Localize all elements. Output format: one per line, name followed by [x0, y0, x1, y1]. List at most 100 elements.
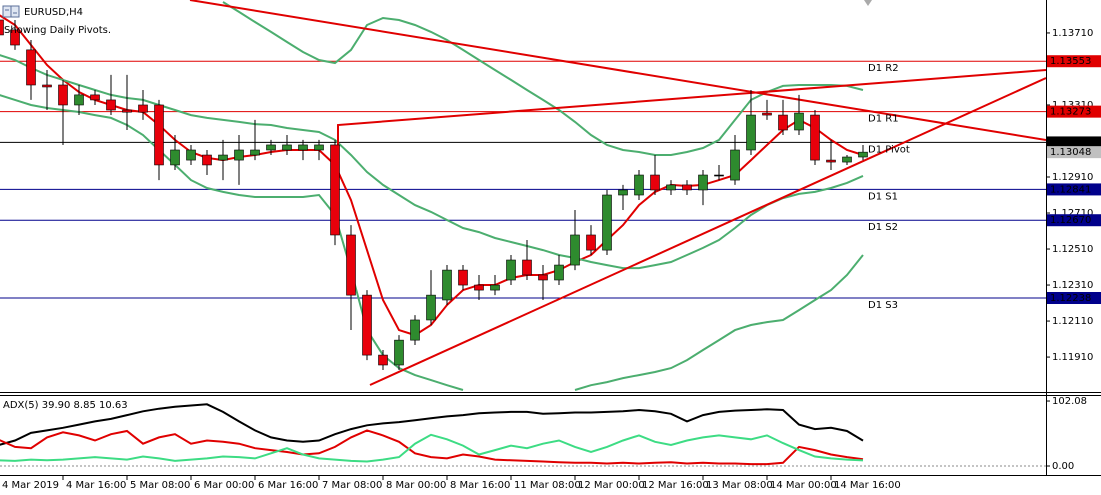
candles — [0, 19, 868, 371]
last-price-box — [1047, 146, 1101, 159]
candle-body — [186, 149, 196, 161]
last-price-label: 1.13048 — [1050, 147, 1091, 158]
candle-body — [0, 19, 4, 36]
price-box-label: 1.13273 — [1050, 107, 1091, 118]
candle-body — [202, 154, 212, 166]
price-box — [1047, 292, 1101, 305]
candle-body — [778, 114, 788, 131]
x-tick-label: 5 Mar 08:00 — [130, 480, 190, 491]
candle-body — [250, 149, 260, 156]
pivot-label: D1 S2 — [868, 222, 898, 233]
candle-body — [122, 109, 132, 113]
adx-lines — [0, 403, 1046, 467]
price-box-label: 1.13102 — [1050, 137, 1091, 148]
shift-marker — [864, 0, 872, 6]
candle-body — [858, 151, 868, 158]
chart-title: EURUSD,H4 — [24, 7, 83, 18]
trend-line — [337, 69, 1046, 145]
candle-body — [746, 114, 756, 151]
y-tick-label: 1.12310 — [1052, 280, 1093, 291]
y-tick-label: 1.12110 — [1052, 316, 1093, 327]
candle-body — [666, 184, 676, 191]
x-tick-label: 12 Mar 16:00 — [642, 480, 709, 491]
candle-body — [394, 339, 404, 366]
candle-body — [234, 149, 244, 161]
candle-body — [426, 294, 436, 321]
candle-body — [538, 274, 548, 281]
candle-body — [474, 284, 484, 291]
candle-body — [10, 29, 20, 46]
candle-body — [730, 149, 740, 181]
y-tick-label: 1.11910 — [1052, 352, 1093, 363]
candle-body — [762, 112, 772, 116]
x-tick-label: 14 Mar 16:00 — [834, 480, 901, 491]
candle-body — [106, 99, 116, 111]
candle-body — [346, 234, 356, 296]
x-tick-label: 4 Mar 2019 — [2, 480, 59, 491]
candle-body — [378, 354, 388, 366]
candle-body — [74, 94, 84, 106]
candle-body — [298, 144, 308, 151]
x-tick-label: 7 Mar 08:00 — [322, 480, 382, 491]
price-box — [1047, 55, 1101, 68]
indicator-line — [0, 429, 864, 466]
candle-body — [266, 144, 276, 151]
price-box — [1047, 214, 1101, 227]
price-box-label: 1.13553 — [1050, 56, 1091, 67]
candle-body — [138, 104, 148, 113]
candle-body — [154, 104, 164, 166]
candle-body — [90, 94, 100, 101]
trend-line — [369, 77, 1046, 386]
x-tick-label: 4 Mar 16:00 — [66, 480, 126, 491]
price-box-label: 1.12238 — [1050, 293, 1091, 304]
candle-body — [170, 149, 180, 166]
pivot-levels — [0, 60, 1046, 299]
pivot-label: D1 R1 — [868, 114, 899, 125]
candle-body — [218, 154, 228, 161]
price-box-label: 1.12841 — [1050, 184, 1091, 195]
candle-body — [634, 174, 644, 196]
candle-body — [26, 49, 36, 86]
candle-body — [554, 264, 564, 281]
x-tick-label: 11 Mar 08:00 — [514, 480, 581, 491]
y-tick-label: 0.00 — [1052, 461, 1074, 472]
candle-body — [714, 174, 724, 177]
x-tick-label: 14 Mar 00:00 — [770, 480, 837, 491]
trend-lines — [189, 0, 1046, 386]
candle-body — [586, 234, 596, 251]
candle-body — [650, 174, 660, 191]
symbol-icon — [2, 5, 20, 18]
price-box — [1047, 136, 1101, 149]
candle-body — [330, 144, 340, 236]
candle-body — [42, 84, 52, 88]
trend-line — [189, 0, 1046, 141]
candle-body — [810, 114, 820, 161]
price-box — [1047, 105, 1101, 118]
candle-body — [362, 294, 372, 356]
y-tick-label: 1.13310 — [1052, 100, 1093, 111]
candle-body — [698, 174, 708, 191]
pivot-label: D1 Pivot — [868, 144, 910, 155]
pivot-label: D1 S1 — [868, 191, 898, 202]
indicator-line — [574, 254, 864, 391]
candle-body — [442, 269, 452, 301]
y-tick-label: 1.12710 — [1052, 208, 1093, 219]
candle-body — [826, 159, 836, 163]
indicator-line — [0, 433, 864, 463]
indicator-line — [0, 403, 864, 446]
candle-body — [58, 84, 68, 106]
candle-body — [314, 144, 324, 151]
pivot-label: D1 R2 — [868, 63, 899, 74]
candle-body — [602, 194, 612, 251]
candle-body — [794, 112, 804, 131]
y-tick-label: 102.08 — [1052, 396, 1087, 407]
price-box — [1047, 183, 1101, 196]
candle-body — [570, 234, 580, 266]
candle-body — [490, 284, 500, 291]
candle-body — [522, 259, 532, 276]
y-tick-label: 1.12510 — [1052, 244, 1093, 255]
candle-body — [842, 156, 852, 163]
